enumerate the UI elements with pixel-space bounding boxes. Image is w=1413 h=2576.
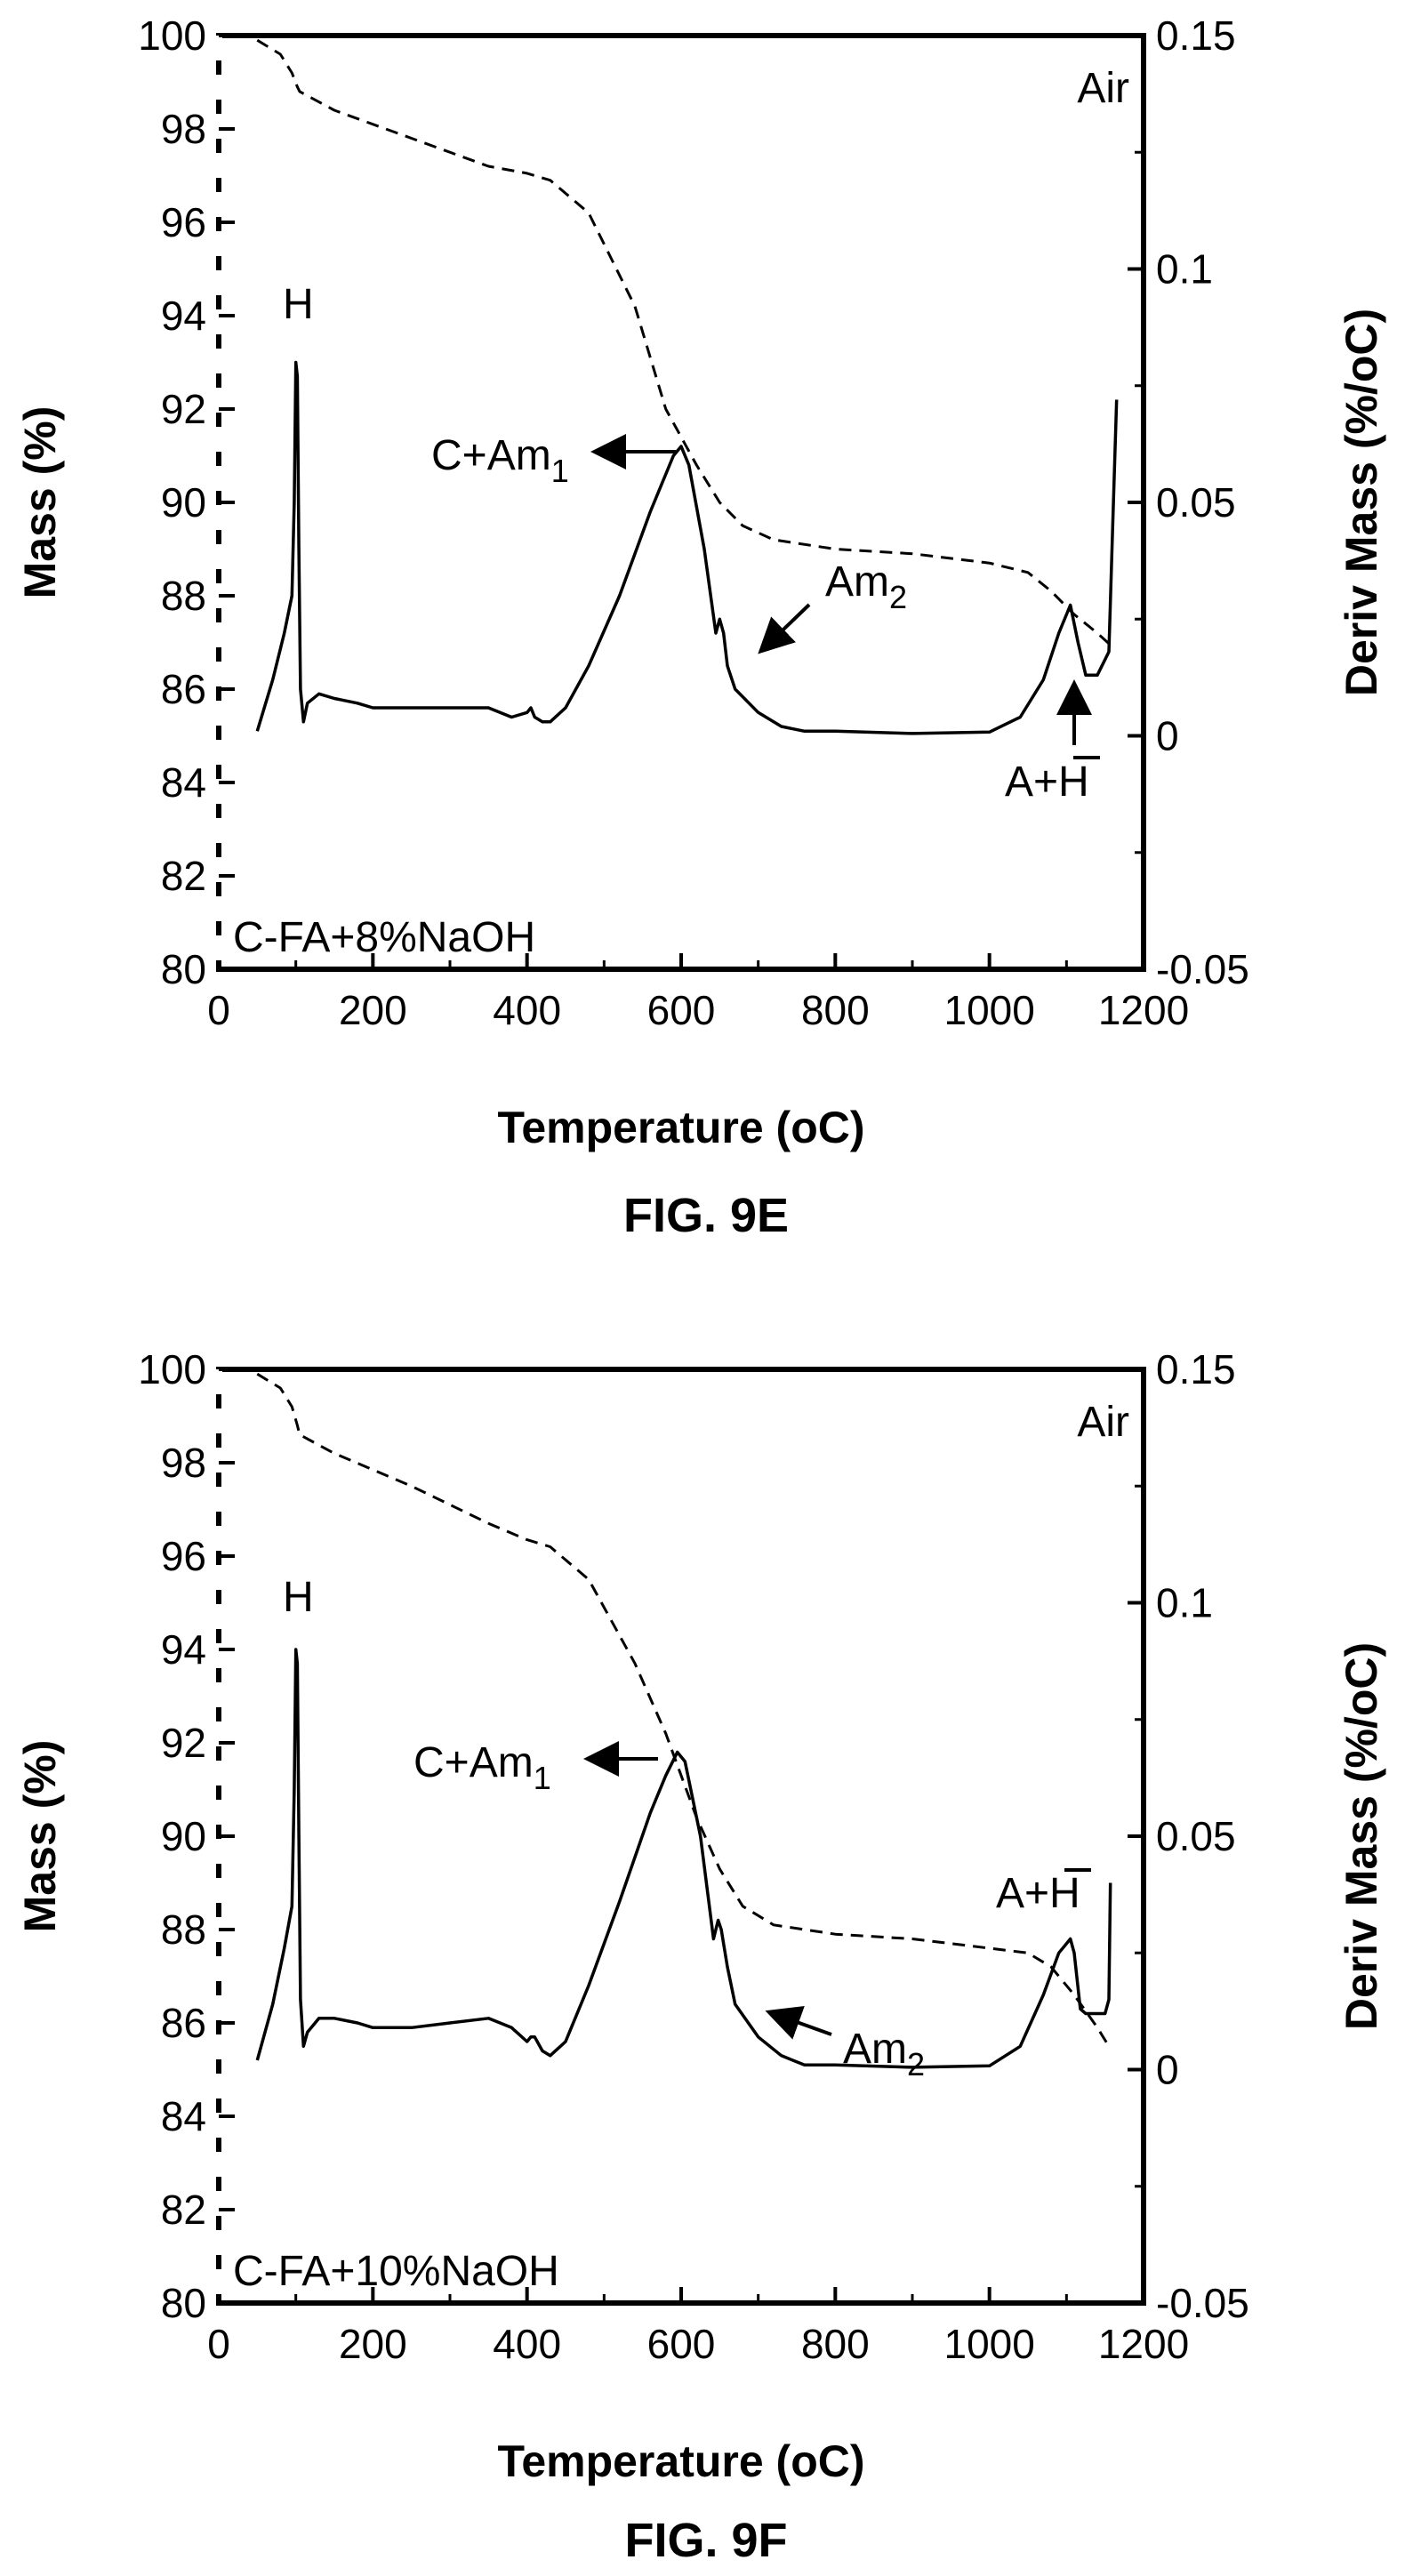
annotation-a-h: A+H bbox=[1005, 758, 1089, 806]
figure-caption: FIG. 9E bbox=[623, 1189, 789, 1242]
x-tick-label: 0 bbox=[207, 987, 230, 1033]
y-tick-label: 92 bbox=[161, 1720, 206, 1766]
x-tick-label: 600 bbox=[647, 987, 716, 1033]
chart-panel-9f: 0 200 400 600 800 1000 1200 808284868890929496… bbox=[15, 1346, 1386, 2567]
atmosphere-label: Air bbox=[1077, 65, 1129, 112]
x-tick-label: 600 bbox=[647, 2321, 716, 2367]
x-axis-label: Temperature (oC) bbox=[497, 2436, 864, 2486]
annotation-h: H bbox=[283, 1574, 314, 1621]
y2-tick-label: 0 bbox=[1156, 713, 1179, 759]
sample-label: C-FA+8%NaOH bbox=[233, 914, 535, 961]
y-tick-label: 88 bbox=[161, 573, 206, 619]
y2-tick-label: 0.15 bbox=[1156, 12, 1236, 59]
y-tick-label: 80 bbox=[161, 946, 206, 992]
arrow-am2 bbox=[758, 603, 811, 654]
annotation-a-h: A+H bbox=[996, 1870, 1080, 1917]
y-axis-label: Mass (%) bbox=[15, 406, 65, 599]
y2-axis-label: Deriv Mass (%/oC) bbox=[1337, 309, 1386, 696]
x-tick-label: 0 bbox=[207, 2321, 230, 2367]
x-tick-label: 1200 bbox=[1098, 987, 1189, 1033]
annotation-am2: Am2 bbox=[825, 558, 907, 615]
y2-tick-label: 0 bbox=[1156, 2047, 1179, 2093]
x-tick-label: 400 bbox=[493, 2321, 561, 2367]
y-tick-label: 94 bbox=[161, 293, 206, 339]
y-tick-label: 86 bbox=[161, 2000, 206, 2046]
y-tick-label: 96 bbox=[161, 199, 206, 245]
chart-panel-9e: 0 200 400 600 800 1000 1200 808284868890929496… bbox=[15, 12, 1386, 1242]
y-tick-label: 96 bbox=[161, 1533, 206, 1579]
deriv-mass-line bbox=[255, 1648, 1112, 2069]
atmosphere-label: Air bbox=[1077, 1399, 1129, 1446]
y-tick-label: 98 bbox=[161, 1440, 206, 1486]
annotation-c-am1: C+Am1 bbox=[431, 432, 569, 489]
x-tick-label: 400 bbox=[493, 987, 561, 1033]
y-tick-label: 100 bbox=[138, 12, 206, 59]
y-tick-label: 90 bbox=[161, 479, 206, 526]
x-tick-label: 200 bbox=[339, 987, 407, 1033]
y2-tick-label: 0.05 bbox=[1156, 1813, 1236, 1859]
y-tick-label: 86 bbox=[161, 666, 206, 712]
plot-frame bbox=[216, 1367, 1146, 2306]
y-tick-label: 82 bbox=[161, 2187, 206, 2233]
y-tick-label: 82 bbox=[161, 853, 206, 899]
y-axis-label: Mass (%) bbox=[15, 1740, 65, 1933]
deriv-mass-line bbox=[255, 360, 1119, 735]
y2-tick-label: 0.1 bbox=[1156, 246, 1213, 293]
x-tick-label: 200 bbox=[339, 2321, 407, 2367]
x-tick-label: 1000 bbox=[943, 987, 1034, 1033]
annotation-c-am1: C+Am1 bbox=[413, 1739, 551, 1796]
y-tick-label: 94 bbox=[161, 1626, 206, 1673]
annotation-h: H bbox=[283, 281, 314, 328]
y2-tick-label: -0.05 bbox=[1156, 946, 1249, 992]
y2-axis-label: Deriv Mass (%/oC) bbox=[1337, 1642, 1386, 2030]
x-tick-label: 1000 bbox=[943, 2321, 1034, 2367]
y2-tick-label: 0.15 bbox=[1156, 1346, 1236, 1392]
plot-frame bbox=[216, 33, 1146, 972]
arrow-am2 bbox=[765, 2005, 832, 2040]
y-tick-label: 100 bbox=[138, 1346, 206, 1392]
figure-caption: FIG. 9F bbox=[624, 2514, 787, 2567]
sample-label: C-FA+10%NaOH bbox=[233, 2248, 559, 2295]
y-tick-label: 92 bbox=[161, 386, 206, 432]
y-tick-label: 90 bbox=[161, 1813, 206, 1859]
x-tick-label: 800 bbox=[801, 987, 870, 1033]
mass-line bbox=[256, 38, 1114, 648]
x-tick-label: 800 bbox=[801, 2321, 870, 2367]
y-tick-label: 84 bbox=[161, 759, 206, 806]
y2-tick-label: 0.1 bbox=[1156, 1580, 1213, 1626]
y2-tick-label: -0.05 bbox=[1156, 2280, 1249, 2326]
y2-tick-label: 0.05 bbox=[1156, 479, 1236, 526]
x-tick-label: 1200 bbox=[1098, 2321, 1189, 2367]
y-tick-label: 80 bbox=[161, 2280, 206, 2326]
annotation-am2: Am2 bbox=[843, 2026, 925, 2082]
x-axis-label: Temperature (oC) bbox=[497, 1103, 864, 1152]
y-tick-label: 98 bbox=[161, 106, 206, 152]
y-tick-label: 88 bbox=[161, 1906, 206, 1953]
y-tick-label: 84 bbox=[161, 2093, 206, 2139]
mass-line bbox=[256, 1372, 1111, 2048]
